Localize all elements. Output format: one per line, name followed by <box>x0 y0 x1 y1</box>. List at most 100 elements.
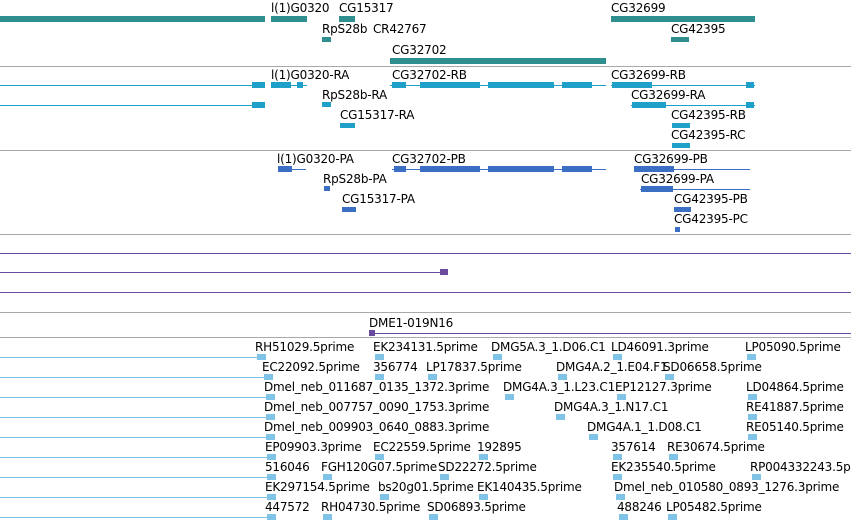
transcript-exon[interactable] <box>746 82 754 88</box>
est-line[interactable] <box>0 417 268 418</box>
est-line[interactable] <box>0 437 268 438</box>
est-feature[interactable] <box>619 514 628 520</box>
est-label: RP004332243.5prime <box>750 460 851 474</box>
gene-feature-left[interactable] <box>0 16 265 22</box>
est-line[interactable] <box>0 377 266 378</box>
est-line[interactable] <box>0 517 269 518</box>
est-feature[interactable] <box>267 494 276 500</box>
est-feature[interactable] <box>613 474 622 480</box>
gene-feature-cg32699[interactable] <box>611 16 755 22</box>
protein-line-l1g0320-pa[interactable] <box>278 169 306 170</box>
est-feature[interactable] <box>323 514 332 520</box>
est-line[interactable] <box>0 477 269 478</box>
est-feature[interactable] <box>380 494 389 500</box>
gene-feature-cg32702[interactable] <box>390 58 606 64</box>
est-line[interactable] <box>0 397 268 398</box>
transcript-exon[interactable] <box>562 82 592 88</box>
clone-line[interactable] <box>0 253 851 254</box>
protein-cds[interactable] <box>324 186 330 191</box>
est-label: FGH120G07.5prime <box>321 460 437 474</box>
transcript-line-cg32699-ra[interactable] <box>631 105 755 106</box>
gene-feature-l1g0320[interactable] <box>271 16 307 22</box>
transcript-exon[interactable] <box>322 102 331 107</box>
est-line[interactable] <box>0 457 269 458</box>
est-feature[interactable] <box>505 394 514 400</box>
gene-feature-cg42395[interactable] <box>671 37 689 42</box>
protein-cds[interactable] <box>674 207 691 212</box>
transcript-exon[interactable] <box>672 143 690 148</box>
protein-cds[interactable] <box>420 166 480 172</box>
est-feature[interactable] <box>266 434 275 440</box>
est-feature[interactable] <box>668 514 677 520</box>
transcript-exon[interactable] <box>297 82 303 88</box>
est-feature[interactable] <box>748 434 757 440</box>
protein-cds[interactable] <box>488 166 554 172</box>
transcript-exon[interactable] <box>271 82 291 88</box>
est-feature[interactable] <box>267 514 276 520</box>
est-feature[interactable] <box>747 354 756 360</box>
est-feature[interactable] <box>669 454 678 460</box>
est-feature[interactable] <box>558 374 567 380</box>
protein-cds[interactable] <box>342 207 356 212</box>
est-feature[interactable] <box>267 454 276 460</box>
transcript-exon[interactable] <box>340 123 355 128</box>
est-feature[interactable] <box>257 354 266 360</box>
est-feature[interactable] <box>440 474 449 480</box>
est-feature[interactable] <box>375 354 384 360</box>
est-feature[interactable] <box>266 394 275 400</box>
est-feature[interactable] <box>613 454 622 460</box>
est-feature[interactable] <box>556 414 565 420</box>
transcript-exon[interactable] <box>488 82 554 88</box>
est-label: SD22272.5prime <box>438 460 537 474</box>
transcript-exon[interactable] <box>420 82 480 88</box>
transcript-exon[interactable] <box>746 102 754 108</box>
transcript-line-cg32699-rb[interactable] <box>611 85 755 86</box>
transcript-exon[interactable] <box>392 82 406 88</box>
est-feature[interactable] <box>616 494 625 500</box>
protein-cds[interactable] <box>675 227 680 232</box>
est-feature[interactable] <box>479 454 488 460</box>
transcript-line-left-2[interactable] <box>0 105 262 106</box>
est-feature[interactable] <box>428 374 437 380</box>
transcript-exon[interactable] <box>252 82 265 88</box>
est-feature[interactable] <box>617 394 626 400</box>
protein-label-l1g0320-pa: l(1)G0320-PA <box>277 152 354 166</box>
est-feature[interactable] <box>748 414 757 420</box>
est-feature[interactable] <box>264 374 273 380</box>
est-line[interactable] <box>0 497 269 498</box>
protein-cds[interactable] <box>278 166 292 172</box>
protein-cds[interactable] <box>634 166 674 172</box>
clone-feature-line[interactable] <box>369 333 851 334</box>
est-label: 357614 <box>611 440 656 454</box>
est-feature[interactable] <box>323 474 332 480</box>
protein-label-cg42395-pc: CG42395-PC <box>674 212 748 226</box>
est-feature[interactable] <box>613 354 622 360</box>
transcript-exon[interactable] <box>632 102 666 108</box>
est-line[interactable] <box>0 357 259 358</box>
protein-cds[interactable] <box>641 186 673 192</box>
protein-line-cg32699-pb[interactable] <box>634 169 750 170</box>
transcript-line-left[interactable] <box>0 85 262 86</box>
gene-feature-rps28b[interactable] <box>322 37 331 42</box>
gene-feature-cg15317[interactable] <box>339 16 355 22</box>
protein-line-cg32699-pa[interactable] <box>640 189 750 190</box>
est-feature[interactable] <box>752 474 761 480</box>
est-feature[interactable] <box>429 514 438 520</box>
est-feature[interactable] <box>589 434 598 440</box>
est-feature[interactable] <box>665 374 674 380</box>
est-feature[interactable] <box>748 394 757 400</box>
transcript-exon[interactable] <box>612 82 652 88</box>
gene-label-l1g0320: l(1)G0320 <box>271 1 330 15</box>
est-feature[interactable] <box>375 374 384 380</box>
transcript-exon[interactable] <box>672 123 690 128</box>
clone-line-arrow[interactable] <box>0 272 446 273</box>
protein-cds[interactable] <box>562 166 592 172</box>
est-feature[interactable] <box>267 474 276 480</box>
est-feature[interactable] <box>375 454 384 460</box>
protein-cds[interactable] <box>394 166 406 172</box>
clone-line[interactable] <box>0 292 851 293</box>
transcript-exon[interactable] <box>252 102 265 108</box>
est-feature[interactable] <box>266 414 275 420</box>
est-feature[interactable] <box>493 354 502 360</box>
est-feature[interactable] <box>479 494 488 500</box>
